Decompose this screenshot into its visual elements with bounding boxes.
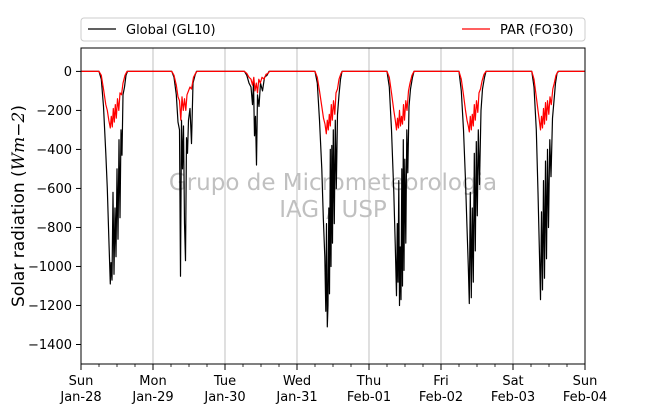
- x-tick-day-label: Thu: [356, 374, 381, 389]
- x-tick-date-label: Feb-04: [563, 390, 607, 405]
- x-tick-day-label: Mon: [139, 374, 166, 389]
- legend: Global (GL10) PAR (FO30): [80, 17, 586, 42]
- legend-box: [80, 17, 586, 42]
- legend-label-par: PAR (FO30): [500, 23, 573, 38]
- y-tick-label: −1200: [28, 299, 72, 314]
- x-tick-date-label: Jan-30: [203, 390, 245, 405]
- y-axis-label-exponent: −2: [9, 112, 29, 137]
- y-tick-label: −1000: [28, 260, 72, 275]
- x-tick-date-label: Feb-03: [491, 390, 535, 405]
- y-axis-label-unit: Wm: [9, 137, 29, 171]
- y-tick-label: 0: [64, 65, 72, 80]
- x-tick-date-label: Jan-29: [131, 390, 173, 405]
- x-axis: SunJan-28MonJan-29TueJan-30WedJan-31ThuF…: [59, 364, 607, 405]
- x-tick-day-label: Fri: [433, 374, 449, 389]
- y-axis: 0 −200 −400 −600 −800 −1000 −1200 −1400: [28, 65, 81, 353]
- x-tick-date-label: Jan-31: [275, 390, 317, 405]
- y-axis-label-suffix: ): [9, 105, 29, 112]
- x-tick-day-label: Sun: [573, 374, 598, 389]
- y-tick-label: −1400: [28, 338, 72, 353]
- y-axis-label: Solar radiation (Wm−2): [9, 105, 29, 307]
- legend-label-global: Global (GL10): [126, 23, 216, 38]
- grid-lines: [152, 48, 514, 364]
- x-tick-day-label: Sun: [69, 374, 94, 389]
- x-tick-day-label: Wed: [283, 374, 311, 389]
- y-tick-label: −600: [36, 182, 72, 197]
- y-tick-label: −200: [36, 104, 72, 119]
- series-layer: [81, 70, 585, 328]
- x-tick-date-label: Feb-02: [419, 390, 463, 405]
- x-tick-date-label: Feb-01: [347, 390, 391, 405]
- x-tick-date-label: Jan-28: [59, 390, 101, 405]
- y-tick-label: −400: [36, 143, 72, 158]
- x-tick-day-label: Sat: [502, 374, 523, 389]
- y-axis-label-prefix: Solar radiation (: [9, 170, 29, 307]
- x-tick-day-label: Tue: [213, 374, 236, 389]
- y-tick-label: −800: [36, 221, 72, 236]
- series-line-par: [81, 70, 585, 135]
